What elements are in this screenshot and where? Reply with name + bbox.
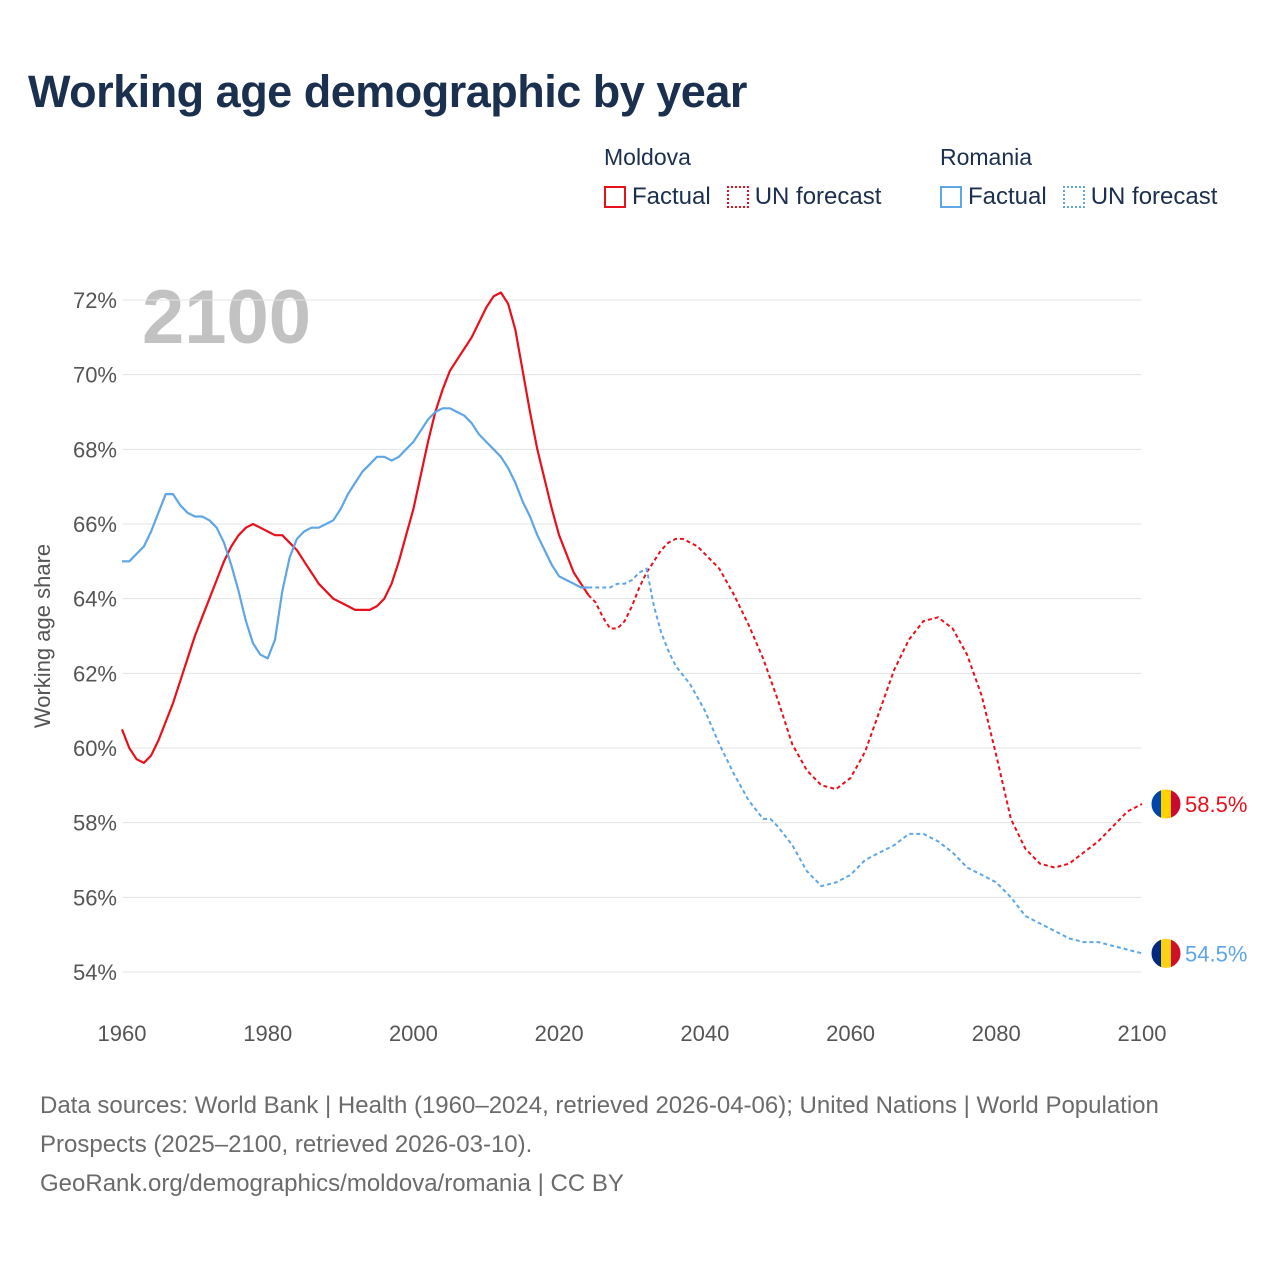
y-tick-label: 54%	[73, 960, 117, 985]
chart-title: Working age demographic by year	[28, 66, 747, 117]
x-tick-label: 1960	[98, 1021, 147, 1046]
legend-romania-country: Romania	[940, 144, 1033, 170]
y-tick-label: 62%	[73, 661, 117, 686]
y-axis-label: Working age share	[30, 544, 55, 728]
moldova-flag-icon	[1150, 788, 1182, 820]
x-tick-label: 2040	[680, 1021, 729, 1046]
y-tick-label: 58%	[73, 811, 117, 836]
y-tick-label: 64%	[73, 587, 117, 612]
legend-moldova-factual-swatch	[604, 186, 626, 208]
legend-moldova-factual[interactable]: Factual	[604, 183, 711, 211]
legend-moldova-forecast-label: UN forecast	[754, 183, 882, 210]
legend-romania-factual-swatch	[940, 186, 962, 208]
line-chart: 2100 54% 56% 58% 60% 62% 64% 66% 68% 70% 72% 1960 19…	[30, 275, 1247, 1046]
y-tick-label: 68%	[73, 437, 117, 462]
moldova-end-label: 58.5%	[1185, 792, 1247, 817]
romania-flag-icon	[1150, 937, 1182, 969]
footer: Data sources: World Bank | Health (1960–…	[40, 1086, 1220, 1203]
x-tick-label: 2060	[826, 1021, 875, 1046]
legend-moldova-factual-label: Factual	[632, 183, 711, 210]
moldova-flag-stripe	[1151, 789, 1162, 819]
data-sources: Data sources: World Bank | Health (1960–…	[40, 1092, 1159, 1158]
legend-romania-factual-label: Factual	[968, 183, 1047, 210]
attribution-link[interactable]: GeoRank.org/demographics/moldova/romania…	[40, 1170, 624, 1197]
legend-moldova-country: Moldova	[604, 144, 691, 170]
legend-romania-forecast-label: UN forecast	[1090, 183, 1218, 210]
y-tick-label: 70%	[73, 363, 117, 388]
moldova-flag-stripe	[1161, 789, 1172, 819]
legend-romania-forecast-swatch	[1062, 186, 1085, 208]
legend-moldova-forecast-swatch	[726, 186, 749, 208]
romania-flag-stripe	[1161, 938, 1172, 969]
year-watermark: 2100	[142, 275, 311, 360]
y-tick-label: 56%	[73, 885, 117, 910]
x-tick-label: 1980	[243, 1021, 292, 1046]
x-tick-label: 2020	[535, 1021, 584, 1046]
legend-moldova: Moldova Factual UN forecast	[604, 144, 881, 211]
x-tick-label: 2100	[1118, 1021, 1167, 1046]
moldova-factual-line	[120, 291, 590, 764]
romania-flag-stripe	[1151, 938, 1162, 969]
legend-moldova-forecast[interactable]: UN forecast	[726, 183, 882, 211]
y-tick-label: 72%	[73, 288, 117, 313]
legend-romania: Romania Factual UN forecast	[940, 144, 1217, 211]
romania-flag-stripe	[1171, 938, 1181, 969]
x-tick-label: 2080	[972, 1021, 1021, 1046]
y-tick-label: 66%	[73, 512, 117, 537]
romania-end-label: 54.5%	[1185, 941, 1247, 966]
romania-factual-line	[122, 407, 589, 660]
romania-forecast-line	[588, 567, 1143, 955]
x-tick-label: 2000	[389, 1021, 438, 1046]
legend-romania-forecast[interactable]: UN forecast	[1062, 183, 1218, 211]
moldova-flag-stripe	[1171, 789, 1181, 819]
moldova-forecast-line	[587, 537, 1143, 869]
y-tick-label: 60%	[73, 736, 117, 761]
legend-romania-factual[interactable]: Factual	[940, 183, 1047, 211]
